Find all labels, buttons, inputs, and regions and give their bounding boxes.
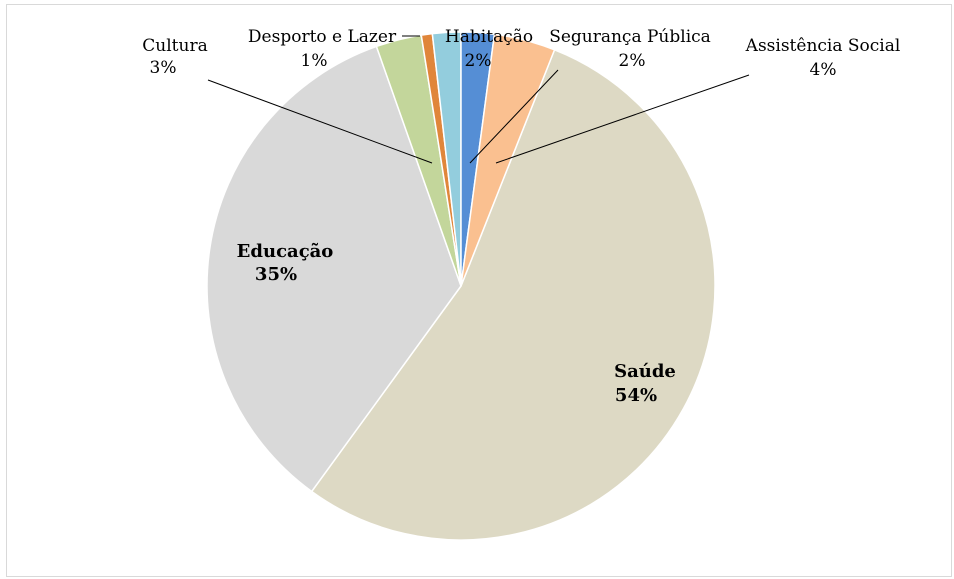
pie-slice-sa-de [310,48,716,541]
leader-line-cultura [207,79,433,164]
pie-slice-assist-ncia-social [460,33,556,287]
percent-saude: 54% [615,385,657,406]
percent-seguranca: 2% [619,51,646,71]
percent-desporto: 1% [301,51,328,71]
percent-assistencia: 4% [810,60,837,80]
pie-slice-educa-o [206,45,462,493]
label-assistencia: Assistência Social [745,36,901,56]
label-desporto: Desporto e Lazer [248,27,397,47]
label-habitacao: Habitação [445,27,533,47]
percent-cultura: 3% [150,58,177,78]
label-saude: Saúde [614,361,676,382]
label-seguranca: Segurança Pública [549,27,711,47]
percent-educacao: 35% [255,264,297,285]
leader-line-assistencia [495,74,750,164]
leader-line-seguranca [469,69,559,164]
percent-habitacao: 2% [465,51,492,71]
label-cultura: Cultura [142,36,207,56]
label-educacao: Educação [237,241,334,262]
